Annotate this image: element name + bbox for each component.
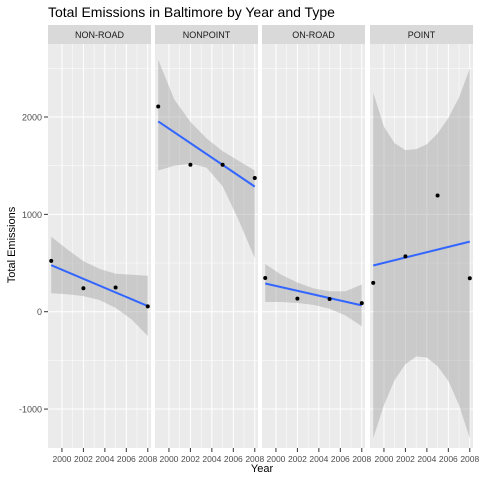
x-tick-label: 2004 [95, 454, 114, 464]
x-tick-label: 2002 [396, 454, 415, 464]
y-tick-label: 2000 [22, 113, 42, 123]
y-tick-label: -1000 [19, 405, 42, 415]
facet-strip-label: POINT [408, 30, 436, 40]
x-tick-label: 2006 [439, 454, 458, 464]
data-point [252, 176, 257, 181]
facet-panel: ON-ROAD 2000 2002 2004 2006 2008 [262, 25, 372, 464]
data-point [467, 276, 472, 281]
panel-background [48, 44, 151, 448]
x-tick-label: 2008 [352, 454, 371, 464]
x-tick-label: 2006 [331, 454, 350, 464]
x-tick-label: 2006 [117, 454, 136, 464]
x-tick-label: 2006 [224, 454, 243, 464]
data-point [263, 276, 268, 281]
data-point [371, 280, 376, 285]
x-tick-label: 2008 [138, 454, 157, 464]
facet-strip-label: NON-ROAD [75, 30, 124, 40]
x-tick-label: 2008 [245, 454, 264, 464]
x-tick-label: 2004 [309, 454, 328, 464]
facet-strip-label: NONPOINT [183, 30, 231, 40]
regression-line [157, 120, 256, 188]
data-point [220, 162, 225, 167]
data-point [113, 285, 118, 290]
y-tick-label: 1000 [22, 210, 42, 220]
facet-strip [155, 25, 258, 44]
x-tick-label: 2000 [159, 454, 178, 464]
x-tick-label: 2000 [52, 454, 71, 464]
x-tick-label: 2004 [202, 454, 221, 464]
x-axis-title: Year [251, 463, 274, 475]
facet-panel: POINT 2000 2002 2004 2006 2008 [370, 25, 480, 464]
data-point [188, 162, 193, 167]
data-point [49, 258, 54, 263]
regression-line [50, 264, 149, 307]
x-tick-label: 2002 [74, 454, 93, 464]
data-point [435, 193, 440, 198]
facet-strip [48, 25, 151, 44]
data-point [81, 286, 86, 291]
y-axis: -1000 0 1000 2000 [19, 113, 48, 415]
chart-title: Total Emissions in Baltimore by Year and… [48, 4, 335, 20]
x-tick-label: 2004 [417, 454, 436, 464]
facet-panel: NON-ROAD 2000 2002 2004 2006 2008 [48, 25, 158, 464]
regression-line [264, 282, 363, 307]
data-point [327, 297, 332, 302]
facet-strip [370, 25, 473, 44]
facet-strip-label: ON-ROAD [292, 30, 335, 40]
x-tick-label: 2008 [460, 454, 479, 464]
data-point [145, 304, 150, 309]
facet-panel: NONPOINT 2000 2002 2004 2006 2008 [155, 25, 265, 464]
facet-strip [262, 25, 365, 44]
x-tick-label: 2000 [266, 454, 285, 464]
data-point [295, 296, 300, 301]
confidence-band [158, 59, 255, 259]
data-point [403, 254, 408, 259]
data-point [359, 301, 364, 306]
panel-background [262, 44, 365, 448]
x-tick-label: 2002 [288, 454, 307, 464]
x-tick-label: 2002 [181, 454, 200, 464]
regression-line [372, 240, 471, 267]
y-axis-title: Total Emissions [6, 206, 18, 283]
y-tick-label: 0 [37, 307, 42, 317]
panel-background [155, 44, 258, 448]
x-tick-label: 2000 [374, 454, 393, 464]
data-point [156, 104, 161, 109]
